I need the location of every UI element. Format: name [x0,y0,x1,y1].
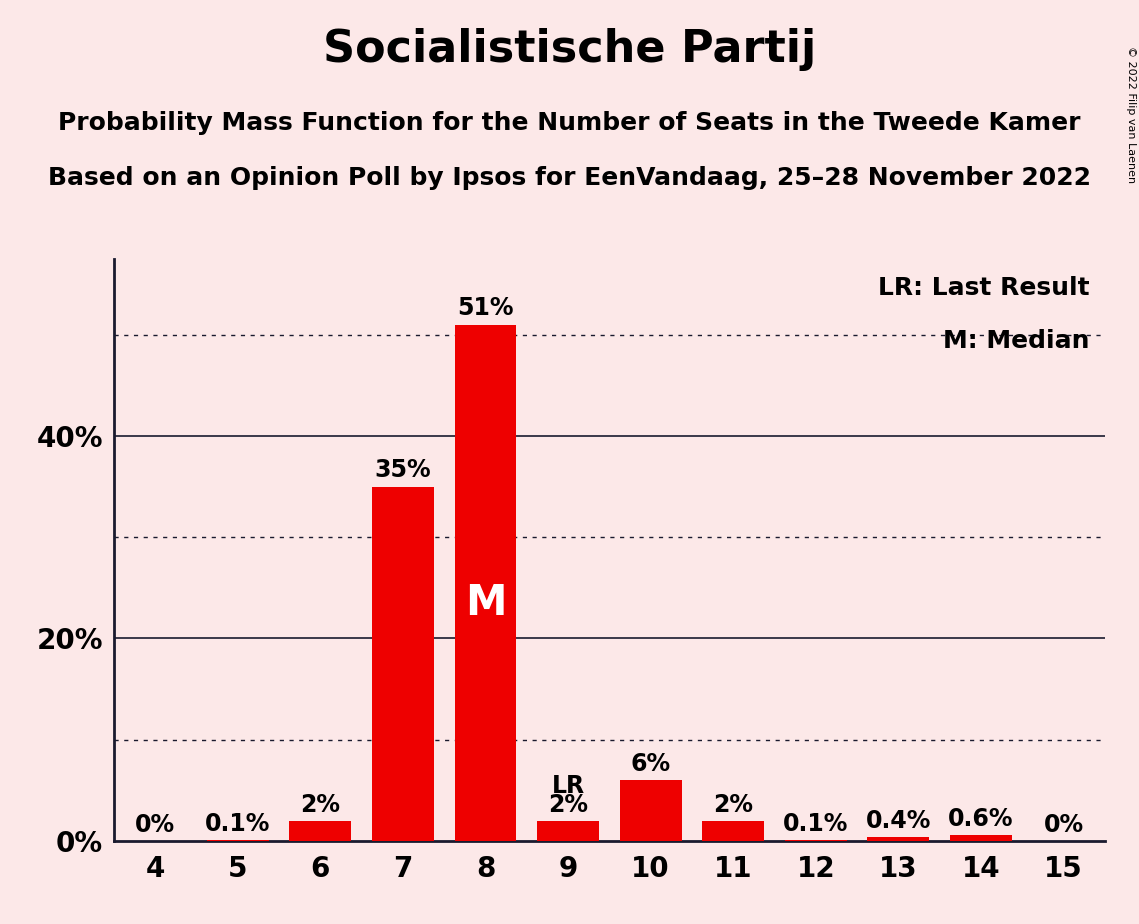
Text: 35%: 35% [375,458,432,482]
Bar [950,834,1011,841]
Bar [868,837,929,841]
Text: 0.6%: 0.6% [948,807,1014,831]
Text: 2%: 2% [713,793,753,817]
Text: LR: Last Result: LR: Last Result [878,276,1090,300]
Bar [207,840,269,841]
Bar [538,821,599,841]
Text: 6%: 6% [631,752,671,776]
Text: 2%: 2% [548,793,588,817]
Bar [454,324,516,841]
Bar [703,821,764,841]
Text: M: Median: M: Median [943,329,1090,353]
Text: 0%: 0% [136,813,175,837]
Text: 51%: 51% [457,297,514,321]
Bar [785,840,846,841]
Text: Based on an Opinion Poll by Ipsos for EenVandaag, 25–28 November 2022: Based on an Opinion Poll by Ipsos for Ee… [48,166,1091,190]
Bar [620,780,681,841]
Text: © 2022 Filip van Laenen: © 2022 Filip van Laenen [1126,46,1136,183]
Text: LR: LR [551,774,584,798]
Text: Socialistische Partij: Socialistische Partij [322,28,817,71]
Text: 0.1%: 0.1% [205,812,270,836]
Bar [289,821,351,841]
Text: 0.4%: 0.4% [866,808,931,833]
Text: M: M [465,582,506,625]
Bar [372,487,434,841]
Text: 2%: 2% [301,793,341,817]
Text: 0%: 0% [1043,813,1083,837]
Text: 0.1%: 0.1% [784,812,849,836]
Text: Probability Mass Function for the Number of Seats in the Tweede Kamer: Probability Mass Function for the Number… [58,111,1081,135]
